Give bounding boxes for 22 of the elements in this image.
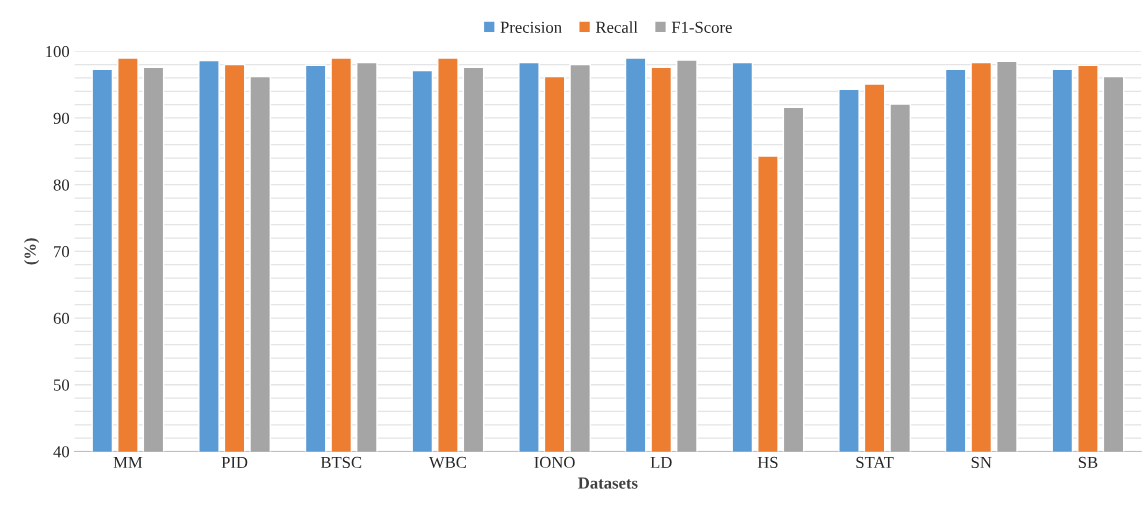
x-tick-label: WBC	[428, 456, 466, 469]
x-tick-label: PID	[221, 456, 248, 468]
y-tick-label: 100	[46, 46, 70, 58]
y-axis-title: (%)	[24, 238, 40, 265]
y-tick-label: 40	[53, 446, 70, 458]
x-tick-label: STAT	[856, 456, 894, 469]
y-tick-label: 70	[54, 246, 70, 258]
x-axis-title: Datasets	[578, 477, 638, 489]
y-tick-label: 80	[53, 179, 70, 191]
x-tick-label: BTSC	[320, 456, 362, 469]
legend-label: Precision	[500, 21, 562, 33]
x-tick-label: SN	[971, 456, 992, 469]
x-tick-label: HS	[757, 456, 778, 469]
y-tick-label: 60	[53, 312, 70, 325]
x-tick-label: IONO	[534, 456, 575, 469]
x-tick-label: MM	[113, 456, 143, 468]
y-tick-label: 50	[54, 379, 70, 391]
legend-label: Recall	[595, 21, 638, 33]
x-tick-label: LD	[650, 456, 672, 468]
legend-label: F1-Score	[671, 21, 732, 33]
x-tick-label: SB	[1078, 456, 1098, 469]
y-tick-label: 90	[53, 112, 70, 124]
